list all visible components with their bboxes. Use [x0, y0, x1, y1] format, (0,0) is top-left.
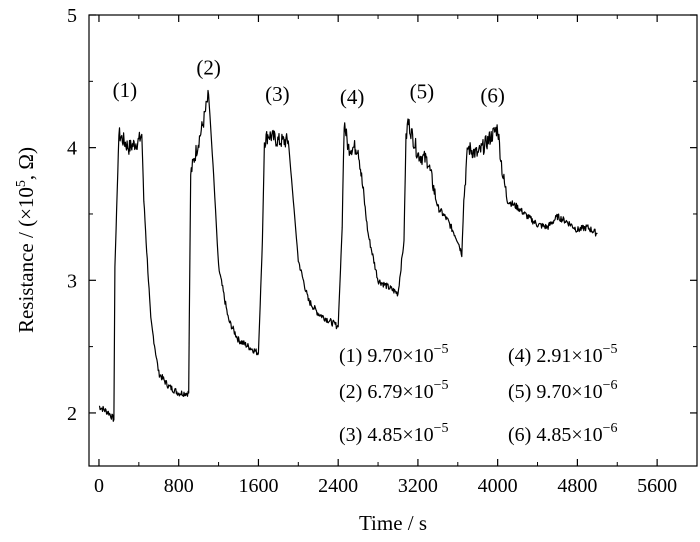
legend-entry-exponent: −5 [434, 342, 449, 357]
legend-entry-exponent: −6 [603, 378, 618, 393]
x-tick-label: 5600 [637, 475, 677, 497]
legend-entry: (4) 2.91×10−5 [508, 342, 618, 367]
legend-entry: (1) 9.70×10−5 [339, 342, 449, 367]
y-tick-label: 5 [67, 5, 77, 27]
x-tick-label: 2400 [318, 475, 358, 497]
legend-entry: (3) 4.85×10−5 [339, 421, 449, 446]
legend-entry-text: (2) 6.79×10 [339, 381, 434, 403]
y-tick-label: 4 [67, 138, 77, 160]
x-tick-label: 1600 [238, 475, 278, 497]
y-axis-ticks: 2 3 4 5 [67, 5, 697, 425]
legend-entry-text: (4) 2.91×10 [508, 345, 603, 367]
legend-entry-text: (3) 4.85×10 [339, 424, 434, 446]
peak-label: (1) [113, 78, 138, 102]
x-axis-label: Time / s [359, 511, 427, 535]
x-tick-label: 800 [164, 475, 194, 497]
series-line [98, 89, 598, 422]
peak-label: (3) [265, 82, 290, 106]
y-tick-label: 3 [67, 270, 77, 292]
x-tick-label: 4800 [557, 475, 597, 497]
legend-entry-exponent: −5 [603, 342, 618, 357]
peak-label: (6) [480, 84, 505, 108]
x-tick-label: 0 [94, 475, 104, 497]
peak-label: (5) [410, 80, 435, 104]
y-tick-label: 2 [67, 403, 77, 425]
peak-label: (2) [196, 56, 221, 80]
legend-entry-exponent: −5 [434, 421, 449, 436]
y-axis-label: Resistance / (×105, Ω) [14, 147, 38, 333]
legend-entry-text: (5) 9.70×10 [508, 381, 603, 403]
legend-entry-exponent: −6 [603, 421, 618, 436]
x-tick-label: 4000 [478, 475, 518, 497]
x-tick-label: 3200 [398, 475, 438, 497]
legend: (1) 9.70×10−5 (4) 2.91×10−5(2) 6.79×10−5(… [339, 342, 618, 446]
peak-label: (4) [340, 85, 365, 109]
peak-labels: (1) (2) (3) (4) (5) (6) [113, 56, 505, 109]
legend-entry-text: (1) 9.70×10 [339, 345, 434, 367]
y-axis-label-tail: , Ω) [14, 147, 38, 180]
legend-entry-exponent: −5 [434, 378, 449, 393]
y-axis-label-exponent: 5 [14, 180, 29, 187]
legend-entry: (2) 6.79×10−5 [339, 378, 449, 403]
x-axis-ticks: 0 800 1600 2400 3200 4000 4800 5600 [94, 15, 677, 497]
y-axis-label-main: Resistance / (×10 [14, 187, 38, 333]
legend-entry: (6) 4.85×10−6 [508, 421, 618, 446]
plot-frame [88, 14, 698, 467]
legend-entry: (5) 9.70×10−6 [508, 378, 618, 403]
legend-entry-text: (6) 4.85×10 [508, 424, 603, 446]
